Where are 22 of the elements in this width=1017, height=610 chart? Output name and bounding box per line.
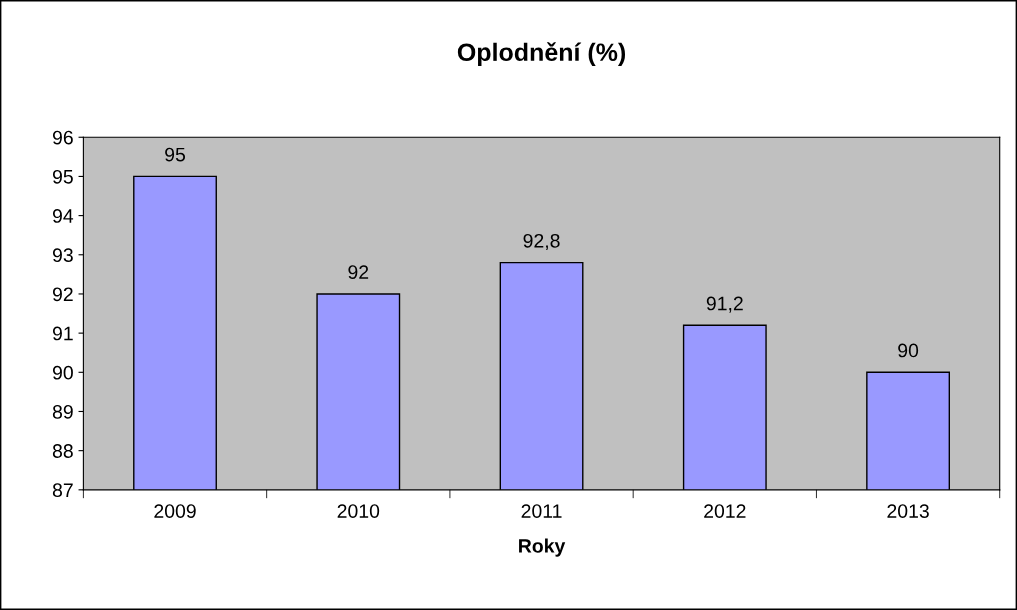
y-tick-label: 94 bbox=[52, 209, 74, 223]
y-tick-label: 96 bbox=[52, 130, 73, 145]
y-tick-label: 87 bbox=[52, 483, 73, 498]
y-tick-label: 88 bbox=[52, 444, 73, 458]
y-tick-label: 91 bbox=[52, 326, 73, 341]
x-tick-label: 2010 bbox=[337, 504, 380, 518]
x-axis-title: Roky bbox=[519, 538, 566, 557]
data-label: 95 bbox=[165, 147, 186, 162]
data-label: 92,8 bbox=[523, 233, 560, 250]
x-tick-label: 2012 bbox=[704, 504, 746, 518]
x-tick-label: 2011 bbox=[521, 504, 562, 518]
y-tick-label: 92 bbox=[52, 287, 73, 302]
x-tick-label: 2013 bbox=[887, 504, 929, 518]
y-tick-label: 93 bbox=[52, 248, 73, 263]
y-tick-label: 89 bbox=[52, 404, 73, 419]
data-label: 92 bbox=[348, 265, 369, 279]
y-tick-label: 90 bbox=[52, 365, 73, 380]
data-label: 91,2 bbox=[706, 296, 743, 313]
x-tick-label: 2009 bbox=[154, 504, 196, 518]
y-tick-label: 95 bbox=[52, 169, 73, 184]
data-label: 90 bbox=[898, 343, 919, 358]
chart-title: Oplodnění (%) bbox=[457, 42, 626, 67]
